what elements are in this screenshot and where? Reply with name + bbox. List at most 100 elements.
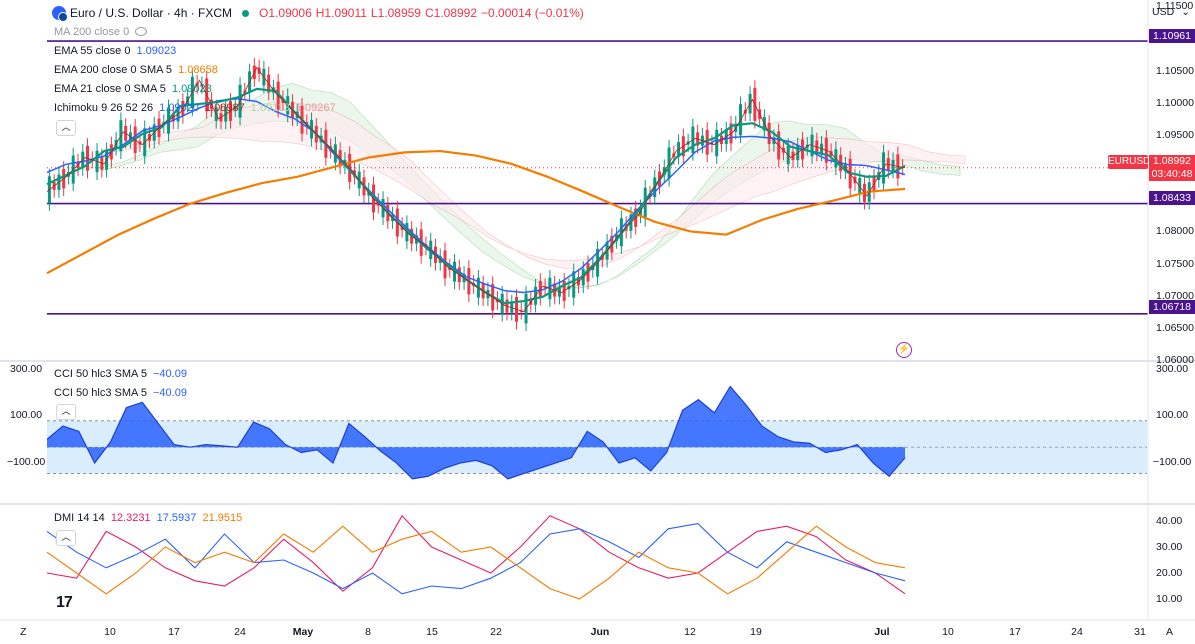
dmi-series-0 [46, 514, 906, 595]
ema200-line [46, 149, 906, 275]
last-price: 1.08992 [1153, 155, 1191, 167]
collapse-cci-legend-button[interactable]: ︿ [56, 404, 76, 420]
ichimoku-conversion: 1.09020 [159, 102, 199, 114]
price-tick: 1.11500 [1156, 0, 1194, 13]
dmi-pane [46, 514, 906, 600]
time-tick: 22 [490, 626, 502, 638]
price-tick: 1.09500 [1156, 129, 1194, 141]
legend-cci-2[interactable]: CCI 50 hlc3 SMA 5 −40.09 [54, 387, 190, 399]
collapse-legend-button[interactable]: ︿ [56, 120, 76, 136]
ichimoku-base: 1.08987 [204, 102, 245, 114]
ichimoku-lead-b: 1.09267 [295, 102, 336, 114]
cci-pane [46, 385, 1147, 480]
hidden-eye-icon[interactable] [135, 27, 148, 36]
ohlc-high: H1.09011 [315, 6, 367, 20]
last-price-tag: 1.08992 03:40:48 [1149, 155, 1195, 181]
cci-left-minus100: −100.00 [7, 456, 46, 468]
candles [47, 57, 905, 332]
symbol-title[interactable]: Euro / U.S. Dollar · 4h · FXCM [70, 6, 233, 20]
pane-separators [0, 0, 1195, 621]
symbol-header: Euro / U.S. Dollar · 4h · FXCM O1.09006 … [52, 6, 584, 22]
time-tick: 17 [168, 626, 180, 638]
moving-average-lines [46, 66, 906, 313]
chevron-down-icon: ⌄ [1181, 6, 1190, 18]
ema200-label: EMA 200 close 0 SMA 5 [54, 64, 173, 76]
ema55-line [46, 97, 906, 294]
ohlc-change: −0.00014 (−0.01%) [481, 6, 584, 20]
time-tick: 8 [365, 626, 371, 638]
ema55-label: EMA 55 close 0 [54, 45, 131, 57]
time-tick: 17 [1009, 626, 1021, 638]
legend-ichimoku[interactable]: Ichimoku 9 26 52 26 1.09020 1.08987 1.09… [54, 102, 339, 114]
dmi-series-2 [46, 525, 906, 600]
cci-histogram-area [47, 386, 905, 479]
time-tick: 24 [234, 626, 246, 638]
dmi-tick: 30.00 [1156, 541, 1183, 553]
time-tick: 31 [1134, 626, 1146, 638]
auto-scale-button[interactable]: A [1166, 626, 1174, 638]
ohlc-close: C1.08992 [424, 6, 478, 20]
time-tick: 12 [684, 626, 696, 638]
dmi-tick: 20.00 [1156, 567, 1183, 579]
horizontal-levels[interactable] [47, 40, 1148, 315]
cci1-label: CCI 50 hlc3 SMA 5 [54, 368, 147, 380]
tradingview-logo[interactable]: 17 [56, 594, 73, 611]
time-tick: 19 [750, 626, 762, 638]
lightning-icon[interactable]: ⚡ [896, 342, 912, 358]
time-tick: May [292, 626, 314, 638]
cci-right-minus100: −100.00 [1153, 456, 1192, 468]
dmi-tick: 10.00 [1156, 593, 1183, 605]
price-tick: 1.06000 [1156, 354, 1194, 366]
cci2-label: CCI 50 hlc3 SMA 5 [54, 387, 147, 399]
time-tick: 15 [426, 626, 438, 638]
legend-ma200[interactable]: MA 200 close 0 [54, 26, 150, 38]
ichimoku-lead-a: 1.09113 [250, 102, 290, 114]
symbol-flag-icon [52, 6, 68, 22]
legend-ema200[interactable]: EMA 200 close 0 SMA 5 1.08658 [54, 64, 221, 76]
legend-cci-1[interactable]: CCI 50 hlc3 SMA 5 −40.09 [54, 368, 190, 380]
time-tick: 10 [104, 626, 116, 638]
legend-ema55[interactable]: EMA 55 close 0 1.09023 [54, 45, 179, 57]
symbol-tag: EURUSD [1108, 155, 1151, 169]
ema21-value: 1.09023 [171, 83, 212, 95]
cci2-value: −40.09 [153, 387, 187, 399]
legend-dmi[interactable]: DMI 14 14 12.3231 17.5937 21.9515 [54, 512, 245, 524]
cci1-value: −40.09 [153, 368, 187, 380]
ema21-label: EMA 21 close 0 SMA 5 [54, 83, 166, 95]
timezone-button[interactable]: Z [20, 626, 27, 638]
ma200-label: MA 200 close 0 [54, 26, 130, 38]
cci-right-300: 300.00 [1156, 363, 1189, 375]
bar-countdown: 03:40:48 [1151, 168, 1193, 180]
cci-left-300: 300.00 [10, 363, 43, 375]
dmi-series-1 [46, 523, 906, 595]
dmi-adx-value: 21.9515 [202, 512, 243, 524]
price-tick: 1.08000 [1156, 225, 1194, 238]
time-tick: 24 [1071, 626, 1083, 638]
ema55-value: 1.09023 [136, 45, 177, 57]
dmi-minus-value: 12.3231 [110, 512, 151, 524]
level-tag-lower: 1.06718 [1149, 300, 1195, 314]
price-tick: 1.06500 [1156, 321, 1194, 334]
ichimoku-label: Ichimoku 9 26 52 26 [54, 102, 154, 114]
ohlc-open: O1.09006 [259, 6, 312, 20]
collapse-dmi-legend-button[interactable]: ︿ [56, 530, 76, 546]
dmi-tick: 40.00 [1156, 515, 1183, 527]
dmi-plus-value: 17.5937 [156, 512, 197, 524]
ema200-value: 1.08658 [178, 64, 218, 76]
currency-label: USD [1152, 6, 1175, 18]
cci-left-100: 100.00 [10, 409, 43, 421]
time-tick: Jul [874, 626, 890, 638]
price-tick: 1.07500 [1156, 257, 1194, 270]
ichimoku-base-line [46, 66, 906, 313]
time-tick: Jun [590, 626, 610, 638]
dmi-label: DMI 14 14 [54, 512, 105, 524]
cci-line [46, 385, 906, 480]
market-status-dot [242, 9, 250, 17]
legend-ema21[interactable]: EMA 21 close 0 SMA 5 1.09023 [54, 83, 215, 95]
ema21-line [46, 87, 906, 305]
level-tag-middle: 1.08433 [1149, 191, 1195, 205]
price-tick: 1.10000 [1156, 96, 1194, 109]
currency-select[interactable]: USD ⌄ [1150, 4, 1192, 20]
time-tick: 10 [942, 626, 954, 638]
